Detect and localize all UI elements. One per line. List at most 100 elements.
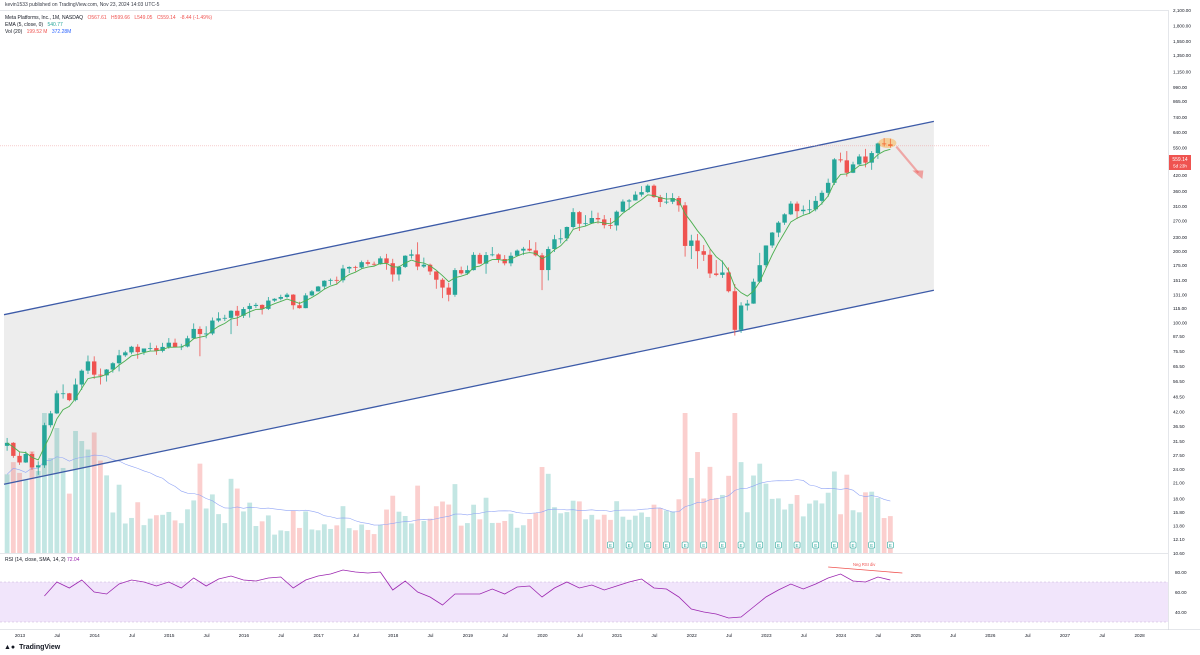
tradingview-footer[interactable]: ▲● TradingView [4,644,60,651]
volume-bar [340,506,346,553]
channel-fill [4,121,934,485]
candle-body [763,245,769,266]
candle-body [682,205,688,246]
volume-bar [185,509,190,553]
time-tick-label: 2013 [15,633,26,638]
earnings-marker [700,541,708,549]
candle-body [857,156,862,165]
candle-body [819,192,825,201]
symbol-name[interactable]: Meta Platforms, Inc., 1M, NASDAQ [5,15,84,21]
price-axis[interactable]: 2,100.00 1,800.00 1,550.00 1,350.00 1,150.00… [1173,8,1191,556]
volume-bar [259,521,265,553]
earnings-marker-letter: E [796,543,799,548]
volume-bar [601,514,607,553]
time-tick-label: Jul [278,633,284,638]
candle-body [434,271,439,280]
candle-body [745,303,750,306]
volume-bar [744,512,750,553]
candle-body [738,305,744,330]
price-tick-label: 56.50 [1173,379,1185,384]
rsi-divergence-label: Neg RSI div [853,562,876,567]
volume-bar [664,510,669,553]
earnings-marker [607,541,614,549]
volume-bar [415,485,421,553]
volume-bar [116,484,122,553]
price-tick-label: 115.00 [1173,306,1187,311]
time-tick-label: 2015 [164,633,175,638]
candle-body [402,255,408,267]
candle-body [222,317,228,319]
volume-bar [775,498,781,553]
earnings-marker-letter: E [758,543,761,548]
volume-bar [682,413,688,553]
candle-body [4,442,10,446]
rsi-axis[interactable]: 80.00 60.00 40.00 [1175,570,1187,615]
volume-bar [178,523,184,553]
volume-bar [147,518,153,553]
candle-body [340,268,346,281]
time-tick-label: 2020 [537,633,548,638]
time-tick-label: Jul [726,633,732,638]
candle-body [185,338,190,347]
candle-body [720,272,725,275]
vol-legend[interactable]: Vol (20) 199.52 M 372.28M [5,29,74,35]
earnings-marker [625,541,633,549]
time-axis[interactable]: 2013 Jul 2014 Jul 2015 Jul 2016 Jul 2017 Jul 2018 J… [15,633,1145,638]
price-tick-label: 1,150.00 [1173,70,1191,75]
volume-bar [533,513,539,553]
ema-legend[interactable]: EMA (5, close, 0) 540.77 [5,22,66,28]
candle-body [135,346,140,353]
volume-bar [197,463,203,553]
candle-body [539,255,545,271]
volume-bar [346,528,352,553]
candle-body [850,164,856,173]
earnings-marker-letter: E [721,543,724,548]
volume-bar [726,475,732,553]
price-tick-label: 36.50 [1173,424,1185,429]
candle-body [315,286,321,292]
candle-body [79,370,84,385]
time-tick-label: Jul [1025,633,1031,638]
ema-value: 540.77 [47,22,63,28]
volume-bar [576,501,582,553]
candle-body [490,254,495,256]
volume-bar [135,502,141,553]
volume-bar [564,512,570,553]
rsi-legend[interactable]: RSI (14, close, SMA, 14, 2) 72.04 [5,557,80,563]
volume-bar [751,475,756,553]
volume-bar [85,449,91,553]
candle-body [247,305,252,310]
price-tick-label: 740.00 [1173,115,1187,120]
earnings-marker [812,541,820,549]
volume-bar [831,471,837,553]
candle-body [322,280,327,287]
volume-bar [589,514,595,553]
time-tick-label: 2024 [836,633,847,638]
volume-bar [570,500,576,553]
symbol-line: Meta Platforms, Inc., 1M, NASDAQ O567.61… [5,15,215,21]
candle-body [334,279,339,281]
candle-body [732,291,738,330]
volume-bar [614,501,620,553]
candle-body [558,238,563,240]
channel-upper-line [3,120,935,316]
volume-bar [104,475,110,553]
candle-body [328,279,333,281]
volume-bar [421,520,427,553]
volume-bar [458,525,464,553]
candle-body [371,263,377,265]
volume-bar [23,480,29,553]
candle-body [825,182,831,193]
volume-bar [632,515,638,553]
candle-body [353,266,358,268]
volume-bar [253,526,259,553]
volume-bar [222,523,228,553]
volume-bar [620,516,626,553]
volume-bar [788,503,794,553]
volume-bar [396,511,402,553]
candle-body [788,203,794,215]
volume-bar [402,516,408,553]
candle-body [60,393,66,395]
